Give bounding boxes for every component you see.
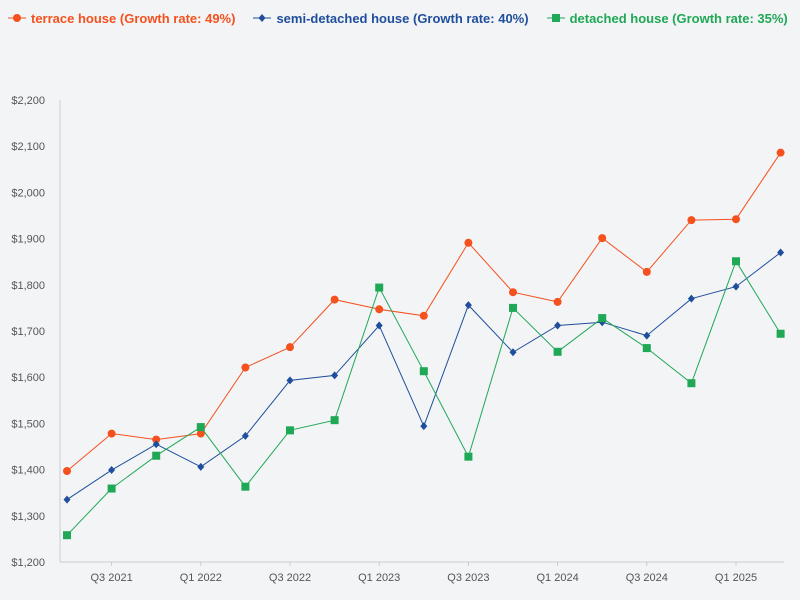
data-point xyxy=(554,321,562,330)
data-point xyxy=(732,215,740,224)
data-point xyxy=(63,466,71,475)
y-tick-label: $1,200 xyxy=(11,557,45,569)
data-point xyxy=(687,294,695,303)
data-point xyxy=(776,148,785,157)
data-point xyxy=(420,422,428,431)
y-tick-label: $1,800 xyxy=(11,280,45,292)
data-point xyxy=(196,423,205,432)
y-tick-label: $2,100 xyxy=(11,141,45,153)
y-tick-label: $1,400 xyxy=(11,465,45,477)
chart-axes xyxy=(59,100,784,566)
legend-circle-icon xyxy=(8,14,26,22)
x-tick-label: Q3 2022 xyxy=(269,572,311,584)
data-point xyxy=(642,267,651,276)
data-point xyxy=(687,379,696,388)
data-point xyxy=(776,329,785,338)
y-tick-label: $2,000 xyxy=(11,187,45,199)
data-point xyxy=(553,347,562,356)
data-point xyxy=(286,343,294,352)
data-point xyxy=(509,348,517,357)
series-line xyxy=(66,260,782,536)
data-point xyxy=(63,495,71,504)
data-point xyxy=(643,331,651,340)
y-axis-tick-labels: $1,200 $1,300 $1,400 $1,500 $1,600 $1,700 $1,8… xyxy=(11,95,45,569)
data-point xyxy=(464,452,473,461)
legend-diamond-icon xyxy=(253,14,272,22)
data-point xyxy=(152,440,160,449)
series-layer xyxy=(63,148,785,540)
data-point xyxy=(509,288,517,297)
data-point xyxy=(732,257,740,266)
data-point xyxy=(107,484,116,493)
legend-label: semi-detached house (Growth rate: 40%) xyxy=(276,10,529,26)
x-tick-label: Q1 2024 xyxy=(536,572,578,584)
series-line xyxy=(66,252,781,501)
x-tick-label: Q3 2021 xyxy=(90,572,132,584)
legend-square-icon xyxy=(546,14,565,22)
data-point xyxy=(107,429,116,438)
data-point xyxy=(375,283,384,292)
data-point xyxy=(241,363,250,372)
data-point xyxy=(108,466,116,475)
y-tick-label: $1,700 xyxy=(11,326,45,338)
data-point xyxy=(642,344,651,353)
data-point xyxy=(241,482,250,491)
legend-item[interactable]: terrace house (Growth rate: 49%) xyxy=(8,11,235,26)
x-tick-label: Q1 2023 xyxy=(358,572,400,584)
series-circle-group xyxy=(63,148,785,475)
legend-label: detached house (Growth rate: 35%) xyxy=(569,10,788,26)
y-tick-label: $1,600 xyxy=(11,372,45,384)
data-point xyxy=(732,282,740,291)
data-point xyxy=(286,426,294,435)
data-point xyxy=(241,431,249,440)
x-tick-label: Q1 2022 xyxy=(180,572,222,584)
data-point xyxy=(330,295,339,304)
series-diamond-group xyxy=(63,248,785,504)
chart-legend: terrace house (Growth rate: 49%) semi-det… xyxy=(8,8,788,28)
data-point xyxy=(598,314,607,323)
data-point xyxy=(286,376,294,385)
data-point xyxy=(331,371,339,380)
data-point xyxy=(777,248,785,257)
data-point xyxy=(687,216,696,225)
x-tick-label: Q1 2025 xyxy=(715,572,757,584)
x-tick-label: Q3 2024 xyxy=(626,572,668,584)
legend-item[interactable]: semi-detached house (Growth rate: 40%) xyxy=(253,10,529,26)
data-point xyxy=(330,416,339,425)
x-tick-label: Q3 2023 xyxy=(447,572,489,584)
data-point xyxy=(197,462,205,471)
data-point xyxy=(419,311,428,320)
data-point xyxy=(196,429,205,438)
y-tick-label: $1,900 xyxy=(11,234,45,246)
data-point xyxy=(464,301,472,310)
data-point xyxy=(63,531,71,540)
y-tick-label: $1,300 xyxy=(11,511,45,523)
data-point xyxy=(152,451,161,460)
legend-item[interactable]: detached house (Growth rate: 35%) xyxy=(546,10,788,26)
y-tick-label: $2,200 xyxy=(11,95,45,107)
legend-label: terrace house (Growth rate: 49%) xyxy=(31,10,236,26)
data-point xyxy=(375,321,383,330)
data-point xyxy=(464,238,473,247)
y-tick-label: $1,500 xyxy=(11,418,45,430)
data-point xyxy=(375,305,384,314)
x-axis-tick-labels: Q3 2021 Q1 2022 Q3 2022 Q1 2023 Q3 2023 Q1 20… xyxy=(90,572,757,584)
data-point xyxy=(152,435,161,444)
data-point xyxy=(553,297,562,306)
data-point xyxy=(598,234,607,243)
data-point xyxy=(509,303,517,312)
data-point xyxy=(419,367,428,376)
series-square-group xyxy=(63,257,785,540)
